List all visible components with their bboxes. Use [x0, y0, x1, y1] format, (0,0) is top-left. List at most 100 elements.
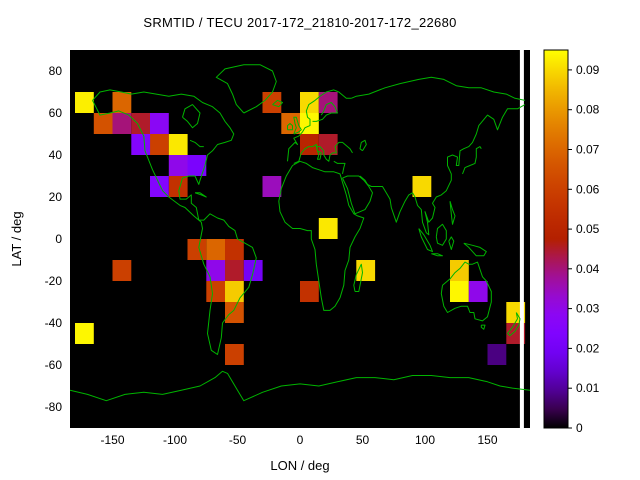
y-tick-label: 0 [55, 232, 62, 246]
heatmap-cell [262, 176, 282, 197]
map-outline-mediterranean-black-sea [293, 141, 353, 164]
map-outline-anatolia-levant [333, 160, 346, 175]
x-tick-label: 50 [356, 433, 370, 447]
heatmap-cell [300, 92, 319, 113]
heatmap-cells-layer [75, 50, 526, 428]
map-outline-madagascar [353, 263, 363, 292]
y-tick-label: -20 [45, 274, 63, 288]
map-outline-greenland [215, 64, 277, 114]
map-outline-tasmania [480, 324, 486, 330]
heatmap-cell [168, 134, 188, 155]
map-outline-americas [92, 89, 257, 355]
colorbar-tick-label: 0.04 [576, 262, 600, 276]
x-tick-label: -150 [100, 433, 124, 447]
x-tick-label: 150 [477, 433, 497, 447]
y-tick-label: -40 [45, 316, 63, 330]
map-outline-africa [278, 160, 365, 311]
heatmap-cell [206, 239, 226, 260]
map-outline-japan [462, 146, 482, 175]
x-tick-label: 0 [297, 433, 304, 447]
heatmap-cell [93, 113, 113, 134]
x-tick-label: -100 [163, 433, 187, 447]
heatmap-cell [262, 92, 282, 113]
colorbar-tick-label: 0 [576, 421, 583, 435]
y-tick-label: 60 [49, 106, 63, 120]
heatmap-cell [318, 218, 338, 239]
map-outline-sumatra [418, 228, 433, 253]
heatmap-cell [150, 134, 169, 155]
heatmap-cell [318, 92, 338, 113]
heatmap-cell [487, 344, 507, 365]
map-outline-asia-east-south [359, 104, 526, 236]
map-outline-borneo [435, 223, 447, 246]
map-outline-australia [440, 261, 492, 322]
heatmap-cell [131, 113, 151, 134]
y-tick-label: 40 [49, 148, 63, 162]
heatmap-cell [318, 134, 338, 155]
colorbar-tick-label: 0.06 [576, 182, 600, 196]
y-tick-label: -60 [45, 358, 63, 372]
coastline-layer [70, 64, 530, 402]
heatmap-cell [450, 260, 469, 281]
y-axis-label: LAT / deg [9, 211, 24, 267]
heatmap-cell [112, 260, 132, 281]
colorbar-tick-label: 0.02 [576, 341, 600, 355]
x-axis-label: LON / deg [270, 458, 330, 473]
map-outline-new-guinea [463, 242, 487, 257]
right-edge-artifact-line [519, 50, 524, 428]
colorbar-tick-label: 0.09 [576, 63, 600, 77]
map-outline-sulawesi [448, 236, 455, 250]
heatmap-cell [187, 239, 207, 260]
heatmap-cell [168, 176, 188, 197]
y-tick-label: 20 [49, 190, 63, 204]
map-outline-asia-arctic [351, 76, 526, 101]
x-tick-label: -50 [229, 433, 247, 447]
heatmap-cell [187, 155, 207, 176]
x-tick-label: 100 [415, 433, 435, 447]
heatmap-cell [75, 92, 94, 113]
heatmap-cell [468, 281, 488, 302]
heatmap-cell [206, 260, 226, 281]
colorbar-tick-label: 0.01 [576, 381, 600, 395]
map-outline-philippines [449, 201, 456, 225]
map-outline-caspian-sea [359, 139, 367, 152]
heatmap-cell [225, 260, 244, 281]
heatmap-cell [112, 92, 132, 113]
y-tick-label: 80 [49, 64, 63, 78]
heatmap-cell [150, 113, 169, 134]
colorbar-tick-label: 0.07 [576, 143, 600, 157]
map-outline-ireland [287, 123, 293, 131]
colorbar-tick-label: 0.03 [576, 302, 600, 316]
plot-title: SRMTID / TECU 2017-172_21810-2017-172_22… [143, 15, 457, 30]
heatmap-cell [356, 260, 376, 281]
heatmap-cell [225, 281, 244, 302]
heatmap-cell [412, 176, 432, 197]
colorbar-tick-label: 0.05 [576, 222, 600, 236]
map-outline-great-lakes [189, 139, 204, 148]
map-outline-great-britain [293, 116, 302, 135]
heatmap-cell [112, 113, 132, 134]
heatmap-cell [206, 281, 226, 302]
map-outline-antarctica [70, 370, 530, 402]
map-outline-cuba [194, 192, 207, 198]
heatmap-cell [300, 281, 319, 302]
heatmap-cell [225, 344, 244, 365]
map-outline-new-zealand [507, 312, 521, 337]
heatmap-cell [75, 323, 94, 344]
map-outline-iceland [272, 99, 283, 108]
colorbar [543, 49, 569, 429]
map-outline-europe-atlantic-scandinavia [287, 89, 352, 162]
map-outline-java [431, 253, 443, 257]
map-outline-hudson-bay [182, 104, 201, 129]
heatmap-cell [450, 281, 469, 302]
heatmap-cell [168, 155, 188, 176]
map-outline-baltic [312, 102, 338, 122]
heatmap-cell [225, 239, 244, 260]
map-outline-arabia [342, 175, 373, 215]
heatmap-cell [225, 302, 244, 323]
colorbar-tick-label: 0.08 [576, 103, 600, 117]
heatmap-cell [131, 134, 151, 155]
y-tick-label: -80 [45, 400, 63, 414]
